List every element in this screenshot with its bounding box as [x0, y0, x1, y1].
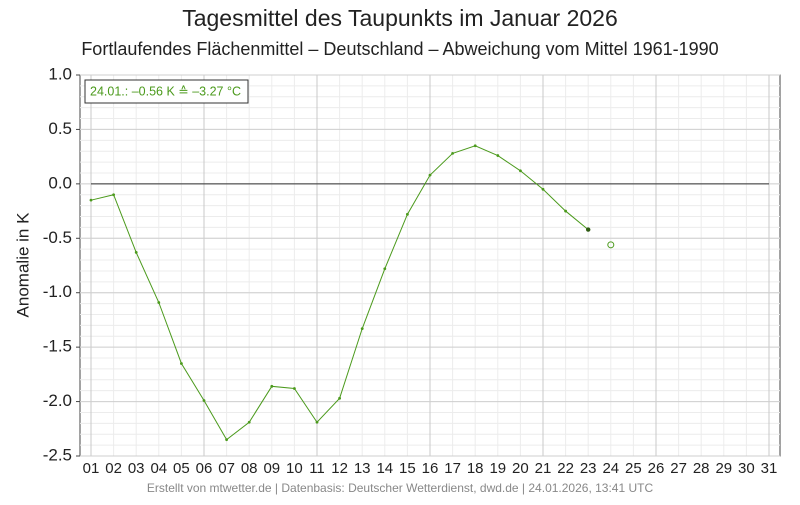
point — [406, 212, 409, 216]
point — [247, 420, 251, 424]
point — [89, 198, 93, 202]
point — [519, 169, 522, 173]
x-tick-label: 27 — [670, 460, 687, 477]
x-tick-label: 09 — [263, 460, 280, 477]
x-tick-label: 11 — [309, 460, 325, 477]
point — [270, 384, 274, 388]
x-tick-label: 02 — [105, 460, 122, 477]
x-tick-label: 29 — [715, 460, 732, 477]
x-tick-label: 20 — [512, 460, 529, 477]
current-point — [607, 241, 615, 249]
x-tick-label: 12 — [331, 460, 348, 477]
point — [496, 154, 500, 157]
point — [360, 327, 364, 331]
x-tick-label: 26 — [648, 460, 665, 477]
x-tick-label: 21 — [535, 460, 552, 477]
y-tick-label: 1.0 — [48, 64, 72, 83]
x-tick-label: 01 — [83, 460, 100, 477]
footer: Erstellt von mtwetter.de | Datenbasis: D… — [147, 481, 654, 495]
point — [315, 420, 319, 424]
x-tick-label: 03 — [128, 460, 145, 477]
y-tick-label: 0.5 — [48, 119, 72, 138]
chart-subtitle: Fortlaufendes Flächenmittel – Deutschlan… — [81, 39, 718, 59]
chart-title: Tagesmittel des Taupunkts im Januar 2026 — [182, 5, 618, 31]
point — [473, 144, 477, 148]
y-tick-label: -0.5 — [43, 228, 72, 247]
point — [293, 387, 296, 390]
y-axis-label: Anomalie in K — [13, 212, 32, 318]
x-tick-label: 22 — [557, 460, 574, 477]
point — [428, 173, 432, 177]
x-tick-label: 16 — [422, 460, 439, 477]
x-tick-label: 18 — [467, 460, 484, 477]
x-tick-label: 07 — [218, 460, 235, 477]
point — [202, 399, 206, 402]
x-tick-label: 13 — [354, 460, 371, 477]
x-tick-label: 25 — [625, 460, 642, 477]
point — [338, 396, 341, 400]
x-tick-label: 05 — [173, 460, 190, 477]
y-tick-label: -1.0 — [43, 282, 72, 301]
point — [112, 193, 115, 197]
x-tick-label: 04 — [150, 460, 167, 477]
x-tick-label: 17 — [444, 460, 461, 477]
point — [157, 301, 161, 304]
annotation: 24.01.: –0.56 K ≙ –3.27 °C — [90, 84, 241, 98]
x-tick-label: 14 — [376, 460, 393, 477]
x-tick-label: 19 — [489, 460, 506, 477]
y-tick-label: -2.0 — [43, 391, 72, 410]
point — [586, 227, 591, 232]
point — [180, 362, 183, 365]
x-tick-label: 24 — [602, 460, 619, 477]
x-tick-label: 23 — [580, 460, 597, 477]
point — [541, 187, 545, 191]
x-tick-label: 28 — [693, 460, 710, 477]
y-tick-label: -1.5 — [43, 337, 72, 356]
x-tick-label: 30 — [738, 460, 755, 477]
annotation-box — [84, 79, 249, 104]
point — [451, 151, 454, 155]
x-tick-label: 31 — [761, 460, 778, 477]
x-tick-label: 15 — [399, 460, 416, 477]
x-tick-label: 08 — [241, 460, 258, 477]
point — [564, 209, 567, 213]
point — [383, 267, 387, 271]
x-tick-label: 06 — [196, 460, 213, 477]
point — [225, 438, 229, 442]
point — [134, 251, 138, 254]
y-tick-label: -2.5 — [43, 445, 72, 464]
x-tick-label: 10 — [286, 460, 303, 477]
y-tick-label: 0.0 — [48, 173, 72, 192]
